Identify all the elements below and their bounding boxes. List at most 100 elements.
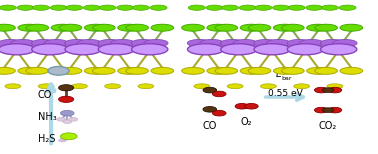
Ellipse shape [273, 67, 296, 74]
Ellipse shape [77, 39, 102, 47]
Ellipse shape [132, 5, 149, 10]
Ellipse shape [33, 5, 50, 10]
Ellipse shape [339, 5, 356, 10]
Circle shape [60, 133, 77, 140]
Ellipse shape [187, 39, 211, 47]
Ellipse shape [99, 5, 116, 10]
Ellipse shape [84, 67, 107, 74]
Circle shape [322, 108, 334, 112]
Ellipse shape [200, 39, 224, 47]
Ellipse shape [321, 44, 357, 55]
Ellipse shape [255, 5, 272, 10]
Ellipse shape [240, 24, 263, 31]
Circle shape [235, 103, 249, 109]
Ellipse shape [18, 67, 40, 74]
Ellipse shape [300, 39, 324, 47]
Ellipse shape [18, 24, 40, 31]
Ellipse shape [340, 24, 363, 31]
Circle shape [69, 118, 78, 121]
Ellipse shape [321, 5, 338, 10]
Ellipse shape [221, 44, 257, 55]
Circle shape [212, 91, 226, 97]
Ellipse shape [98, 44, 135, 55]
Ellipse shape [207, 67, 229, 74]
Circle shape [59, 96, 74, 102]
Ellipse shape [0, 67, 15, 74]
Circle shape [328, 107, 342, 113]
Ellipse shape [126, 24, 149, 31]
Ellipse shape [215, 24, 238, 31]
Ellipse shape [65, 39, 89, 47]
Ellipse shape [117, 5, 134, 10]
Ellipse shape [266, 39, 291, 47]
Ellipse shape [254, 44, 290, 55]
Circle shape [328, 87, 342, 93]
Ellipse shape [233, 39, 257, 47]
Ellipse shape [187, 44, 224, 55]
Ellipse shape [31, 39, 56, 47]
Ellipse shape [315, 67, 338, 74]
Ellipse shape [333, 39, 357, 47]
Ellipse shape [59, 24, 82, 31]
Ellipse shape [294, 84, 310, 89]
Circle shape [59, 139, 66, 142]
Ellipse shape [240, 67, 263, 74]
Ellipse shape [222, 5, 239, 10]
Circle shape [212, 110, 226, 116]
Ellipse shape [273, 24, 296, 31]
Ellipse shape [150, 5, 167, 10]
Ellipse shape [132, 44, 168, 55]
Text: NH₃: NH₃ [38, 112, 57, 122]
Text: CO: CO [38, 91, 52, 100]
Ellipse shape [118, 67, 140, 74]
Ellipse shape [51, 67, 74, 74]
Ellipse shape [11, 39, 35, 47]
Ellipse shape [273, 5, 290, 10]
Text: E: E [276, 69, 282, 79]
Ellipse shape [50, 5, 67, 10]
Ellipse shape [105, 84, 121, 89]
Ellipse shape [59, 67, 82, 74]
Circle shape [60, 110, 74, 116]
Ellipse shape [93, 24, 115, 31]
Ellipse shape [44, 39, 68, 47]
Ellipse shape [66, 5, 83, 10]
Ellipse shape [306, 5, 323, 10]
Ellipse shape [320, 39, 344, 47]
Ellipse shape [287, 39, 311, 47]
Ellipse shape [151, 24, 174, 31]
Ellipse shape [151, 67, 174, 74]
Ellipse shape [98, 39, 122, 47]
Ellipse shape [288, 5, 305, 10]
Ellipse shape [282, 24, 304, 31]
Circle shape [322, 88, 334, 92]
Ellipse shape [26, 24, 49, 31]
Circle shape [314, 107, 328, 113]
Ellipse shape [138, 84, 154, 89]
Ellipse shape [327, 84, 343, 89]
Ellipse shape [254, 39, 278, 47]
Circle shape [60, 137, 68, 140]
Circle shape [59, 85, 74, 91]
Text: 0.55 eV: 0.55 eV [268, 89, 303, 98]
Ellipse shape [0, 44, 35, 55]
Circle shape [57, 118, 66, 121]
Circle shape [63, 120, 72, 124]
Ellipse shape [207, 24, 229, 31]
Ellipse shape [227, 84, 243, 89]
Ellipse shape [144, 39, 168, 47]
Ellipse shape [215, 67, 238, 74]
Circle shape [314, 87, 328, 93]
Ellipse shape [5, 84, 21, 89]
Ellipse shape [84, 5, 101, 10]
Text: H₂S: H₂S [38, 134, 55, 144]
Ellipse shape [307, 24, 329, 31]
Ellipse shape [194, 84, 210, 89]
Ellipse shape [188, 5, 205, 10]
Ellipse shape [111, 39, 135, 47]
Ellipse shape [248, 67, 271, 74]
Text: CO₂: CO₂ [319, 121, 337, 131]
Ellipse shape [65, 44, 101, 55]
Ellipse shape [0, 39, 22, 47]
Ellipse shape [32, 44, 68, 55]
